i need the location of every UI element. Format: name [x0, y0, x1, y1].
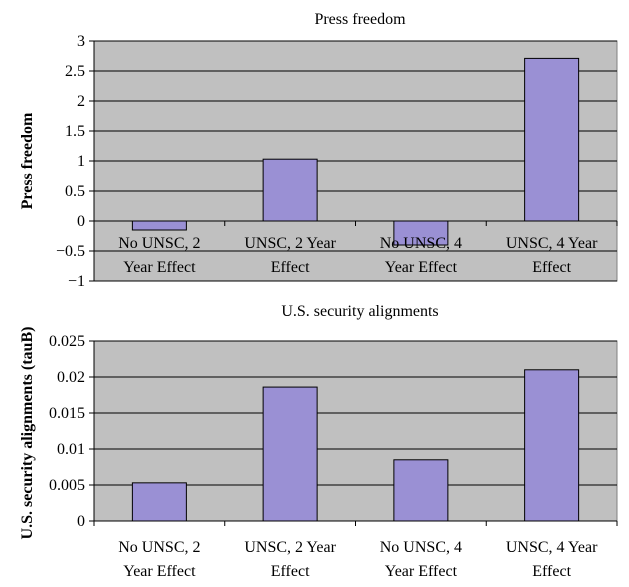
- y-tick-label: 0.02: [57, 369, 85, 386]
- x-category-label: UNSC, 4 Year: [506, 235, 598, 252]
- x-category-label: UNSC, 2 Year: [244, 539, 336, 556]
- x-category-label: Year Effect: [123, 563, 196, 580]
- y-tick-label: 1.5: [65, 123, 85, 140]
- y-tick-label: 3: [77, 33, 85, 50]
- y-tick-label: −0.5: [56, 243, 85, 260]
- y-tick-label: 0.015: [49, 405, 85, 422]
- y-tick-label: 0.005: [49, 477, 85, 494]
- x-category-label: UNSC, 4 Year: [506, 539, 598, 556]
- security-alignments-chart: U.S. security alignments U.S. security a…: [19, 303, 618, 580]
- bar: [131, 220, 187, 231]
- x-category-label: Year Effect: [385, 259, 458, 276]
- x-category-label: UNSC, 2 Year: [244, 235, 336, 252]
- y-tick-label: 0: [77, 513, 85, 530]
- y-tick-label: 0: [77, 213, 85, 230]
- bar: [262, 158, 318, 222]
- x-category-label: Effect: [271, 259, 310, 276]
- x-category-label: No UNSC, 4: [380, 235, 462, 252]
- bar: [393, 220, 449, 246]
- y-tick-label: 2.5: [65, 63, 85, 80]
- y-tick-label: 1: [77, 153, 85, 170]
- x-category-label: Effect: [271, 563, 310, 580]
- y-axis-label: Press freedom: [19, 112, 36, 209]
- press-freedom-chart: Press freedom Press freedom 3 2.5 2 1.5 1 0.5…: [19, 11, 618, 290]
- y-tick-label: 0.025: [49, 333, 85, 350]
- chart-title: U.S. security alignments: [281, 303, 438, 320]
- y-tick-label: 0.5: [65, 183, 85, 200]
- x-category-label: Year Effect: [123, 259, 196, 276]
- x-category-label: No UNSC, 2: [118, 539, 200, 556]
- y-axis-label: U.S. security alignments (tauB): [19, 327, 36, 540]
- x-category-label: Year Effect: [385, 563, 458, 580]
- y-tick-label: 0.01: [57, 441, 85, 458]
- bar: [131, 482, 187, 522]
- bar: [262, 386, 318, 522]
- bar: [524, 369, 580, 522]
- x-category-label: No UNSC, 2: [118, 235, 200, 252]
- y-tick-label: 2: [77, 93, 85, 110]
- x-category-label: Effect: [532, 563, 571, 580]
- x-category-label: No UNSC, 4: [380, 539, 462, 556]
- bar: [393, 459, 449, 522]
- chart-title: Press freedom: [314, 11, 406, 28]
- y-tick-label: −1: [68, 273, 85, 290]
- x-category-label: Effect: [532, 259, 571, 276]
- bar: [524, 57, 580, 222]
